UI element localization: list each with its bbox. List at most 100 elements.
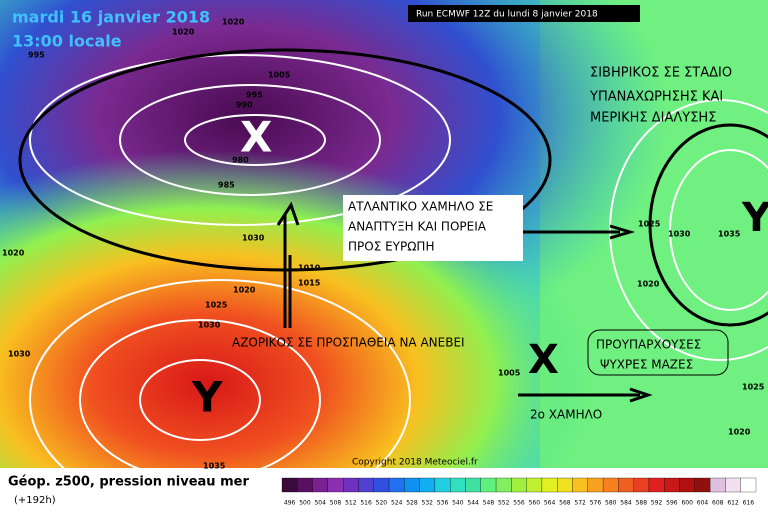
date: mardi 16 janvier 2018 xyxy=(12,8,210,27)
colorbar-tick-label: 564 xyxy=(544,500,556,507)
isobar-label: 1030 xyxy=(668,230,691,239)
isobar-label: 1020 xyxy=(172,28,195,37)
colorbar-tick-label: 612 xyxy=(727,500,739,507)
isobar-label: 995 xyxy=(246,91,263,100)
isobar-label: 1030 xyxy=(8,350,31,359)
colorbar-tick-label: 560 xyxy=(529,500,541,507)
isobar-label: 1025 xyxy=(205,301,228,310)
isobar-label: 1025 xyxy=(742,383,765,392)
isobar-label: 985 xyxy=(218,181,235,190)
isobar-label: 1015 xyxy=(298,279,321,288)
colorbar-tick-label: 608 xyxy=(712,500,724,507)
colorbar-swatch xyxy=(281,477,298,493)
colorbar-tick-label: 592 xyxy=(651,500,663,507)
isobar-label: 1025 xyxy=(638,220,661,229)
colorbar-tick-label: 548 xyxy=(483,500,495,507)
colorbar-swatch xyxy=(297,477,313,493)
isobar-label: 980 xyxy=(232,156,249,165)
colorbar-tick-label: 588 xyxy=(636,500,648,507)
annotation: ΑΖΟΡΙΚΟΣ ΣΕ ΠΡΟΣΠΑΘΕΙΑ ΝΑ ΑΝΕΒΕΙ xyxy=(232,336,465,350)
colorbar-swatch xyxy=(404,477,420,493)
colorbar-swatch xyxy=(602,477,619,493)
annotation: ΣΙΒΗΡΙΚΟΣ ΣΕ ΣΤΑΔΙΟ xyxy=(590,66,732,81)
colorbar-tick-label: 552 xyxy=(498,500,510,507)
isobar-label: 995 xyxy=(28,51,45,60)
footer-label: Géop. z500, pression niveau mer xyxy=(8,475,249,490)
isobar-label: 1005 xyxy=(498,369,521,378)
annotation: 2ο ΧΑΜΗΛΟ xyxy=(530,408,602,422)
colorbar-tick-label: 584 xyxy=(620,500,632,507)
colorbar-tick-label: 500 xyxy=(299,500,311,507)
isobar-label: 1020 xyxy=(233,286,256,295)
colorbar-tick-label: 516 xyxy=(360,500,372,507)
colorbar-tick-label: 496 xyxy=(284,500,296,507)
isobar-label: 1035 xyxy=(718,230,741,239)
annotation: ΥΠΑΝΑΧΩΡΗΣΗΣ ΚΑΙ xyxy=(589,90,723,105)
colorbar-swatch xyxy=(480,477,497,493)
colorbar-swatch xyxy=(343,477,359,493)
isobar-label: 1020 xyxy=(222,18,245,27)
colorbar-tick-label: 508 xyxy=(330,500,342,507)
annotation: ΑΝΑΠΤΥΞΗ ΚΑΙ ΠΟΡΕΙΑ xyxy=(348,220,487,234)
colorbar-tick-label: 576 xyxy=(590,500,602,507)
colorbar-swatch xyxy=(511,477,527,493)
colorbar-tick-label: 524 xyxy=(391,500,403,507)
colorbar-swatch xyxy=(679,477,695,493)
isobar-label: 1010 xyxy=(298,264,321,273)
colorbar-swatch xyxy=(465,477,481,493)
isobars xyxy=(29,54,768,516)
colorbar-tick-label: 556 xyxy=(513,500,525,507)
colorbar-swatch xyxy=(541,477,558,493)
annotation: ΑΤΛΑΝΤΙΚΟ ΧΑΜΗΛΟ ΣΕ xyxy=(348,200,493,214)
colorbar-swatch xyxy=(572,477,588,493)
annotation: ΨΥΧΡΕΣ ΜΑΖΕΣ xyxy=(600,358,693,372)
annotation-box xyxy=(343,195,523,261)
colorbar-tick-label: 544 xyxy=(467,500,479,507)
isobar-label: 1020 xyxy=(637,280,660,289)
isobar-label: 1005 xyxy=(268,71,291,80)
pressure-symbol: X xyxy=(528,337,559,383)
colorbar-tick-label: 572 xyxy=(574,500,586,507)
colorbar-tick-label: 540 xyxy=(452,500,464,507)
colorbar-swatch xyxy=(740,477,757,493)
isobar-label: 1035 xyxy=(203,462,226,471)
colorbar-swatch xyxy=(373,477,390,493)
colorbar-swatch xyxy=(312,477,329,493)
colorbar-tick-label: 512 xyxy=(345,500,357,507)
isobar-label: 1020 xyxy=(2,249,25,258)
colorbar-tick-label: 600 xyxy=(681,500,693,507)
colorbar-swatch xyxy=(434,477,451,493)
colorbar-tick-label: 536 xyxy=(437,500,449,507)
time: 13:00 locale xyxy=(12,32,122,51)
colorbar-tick-label: 504 xyxy=(314,500,326,507)
annotation: ΜΕΡΙΚΗΣ ΔΙΑΛΥΣΗΣ xyxy=(590,111,716,126)
colorbar-swatch xyxy=(419,477,436,493)
isobar-label: 1030 xyxy=(242,234,265,243)
colorbar-swatch xyxy=(709,477,726,493)
colorbar-tick-label: 596 xyxy=(666,500,678,507)
isobar-label: 1030 xyxy=(198,321,221,330)
annotation-shapes xyxy=(18,48,768,403)
colorbar-swatch xyxy=(450,477,466,493)
pressure-symbol: X xyxy=(240,113,272,162)
colorbar-swatch xyxy=(526,477,543,493)
colorbar-swatch xyxy=(633,477,650,493)
colorbar-swatch xyxy=(587,477,604,493)
pressure-symbol: Y xyxy=(191,373,223,422)
colorbar-tick-label: 532 xyxy=(422,500,434,507)
run: Run ECMWF 12Z du lundi 8 janvier 2018 xyxy=(416,10,598,20)
colorbar-tick-label: 604 xyxy=(697,500,709,507)
footer-lead: (+192h) xyxy=(14,495,56,506)
pressure-symbol: Y xyxy=(741,195,768,241)
colorbar-tick-label: 528 xyxy=(406,500,418,507)
colorbar-tick-label: 520 xyxy=(376,500,388,507)
annotation: ΠΡΟΣ ΕΥΡΩΠΗ xyxy=(348,240,434,254)
colorbar-tick-label: 616 xyxy=(743,500,755,507)
colorbar-swatch xyxy=(648,477,665,493)
annotation: ΠΡΟΥΠΑΡΧΟΥΣΕΣ xyxy=(596,338,701,352)
run-box xyxy=(408,5,640,22)
copyright: Copyright 2018 Meteociel.fr xyxy=(352,458,478,468)
colorbar-swatch xyxy=(358,477,374,493)
